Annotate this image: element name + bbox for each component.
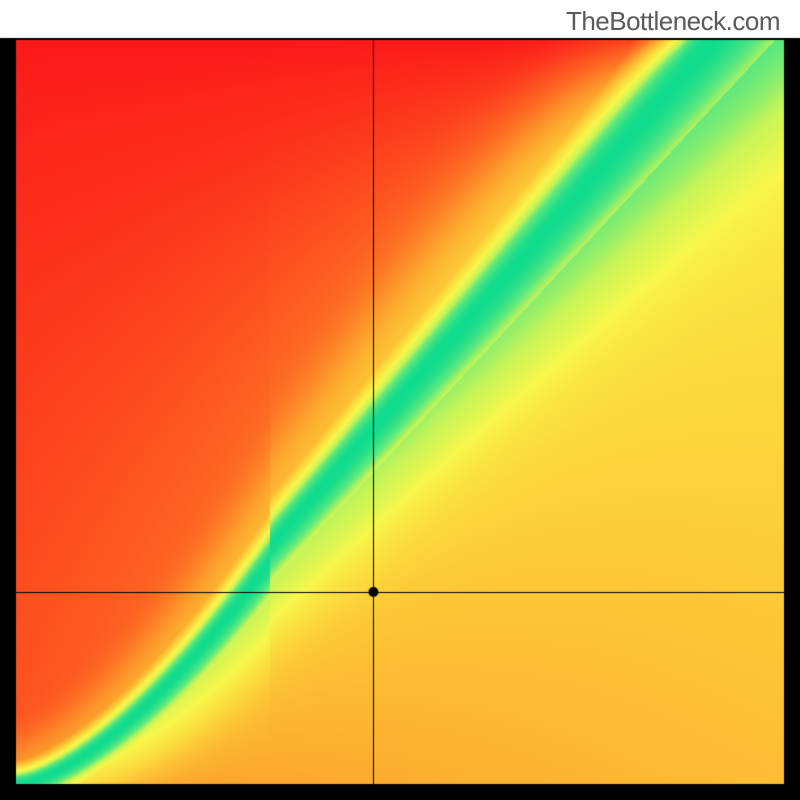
watermark-text: TheBottleneck.com bbox=[566, 6, 780, 37]
heatmap-canvas bbox=[0, 0, 800, 800]
bottleneck-heatmap bbox=[0, 0, 800, 800]
